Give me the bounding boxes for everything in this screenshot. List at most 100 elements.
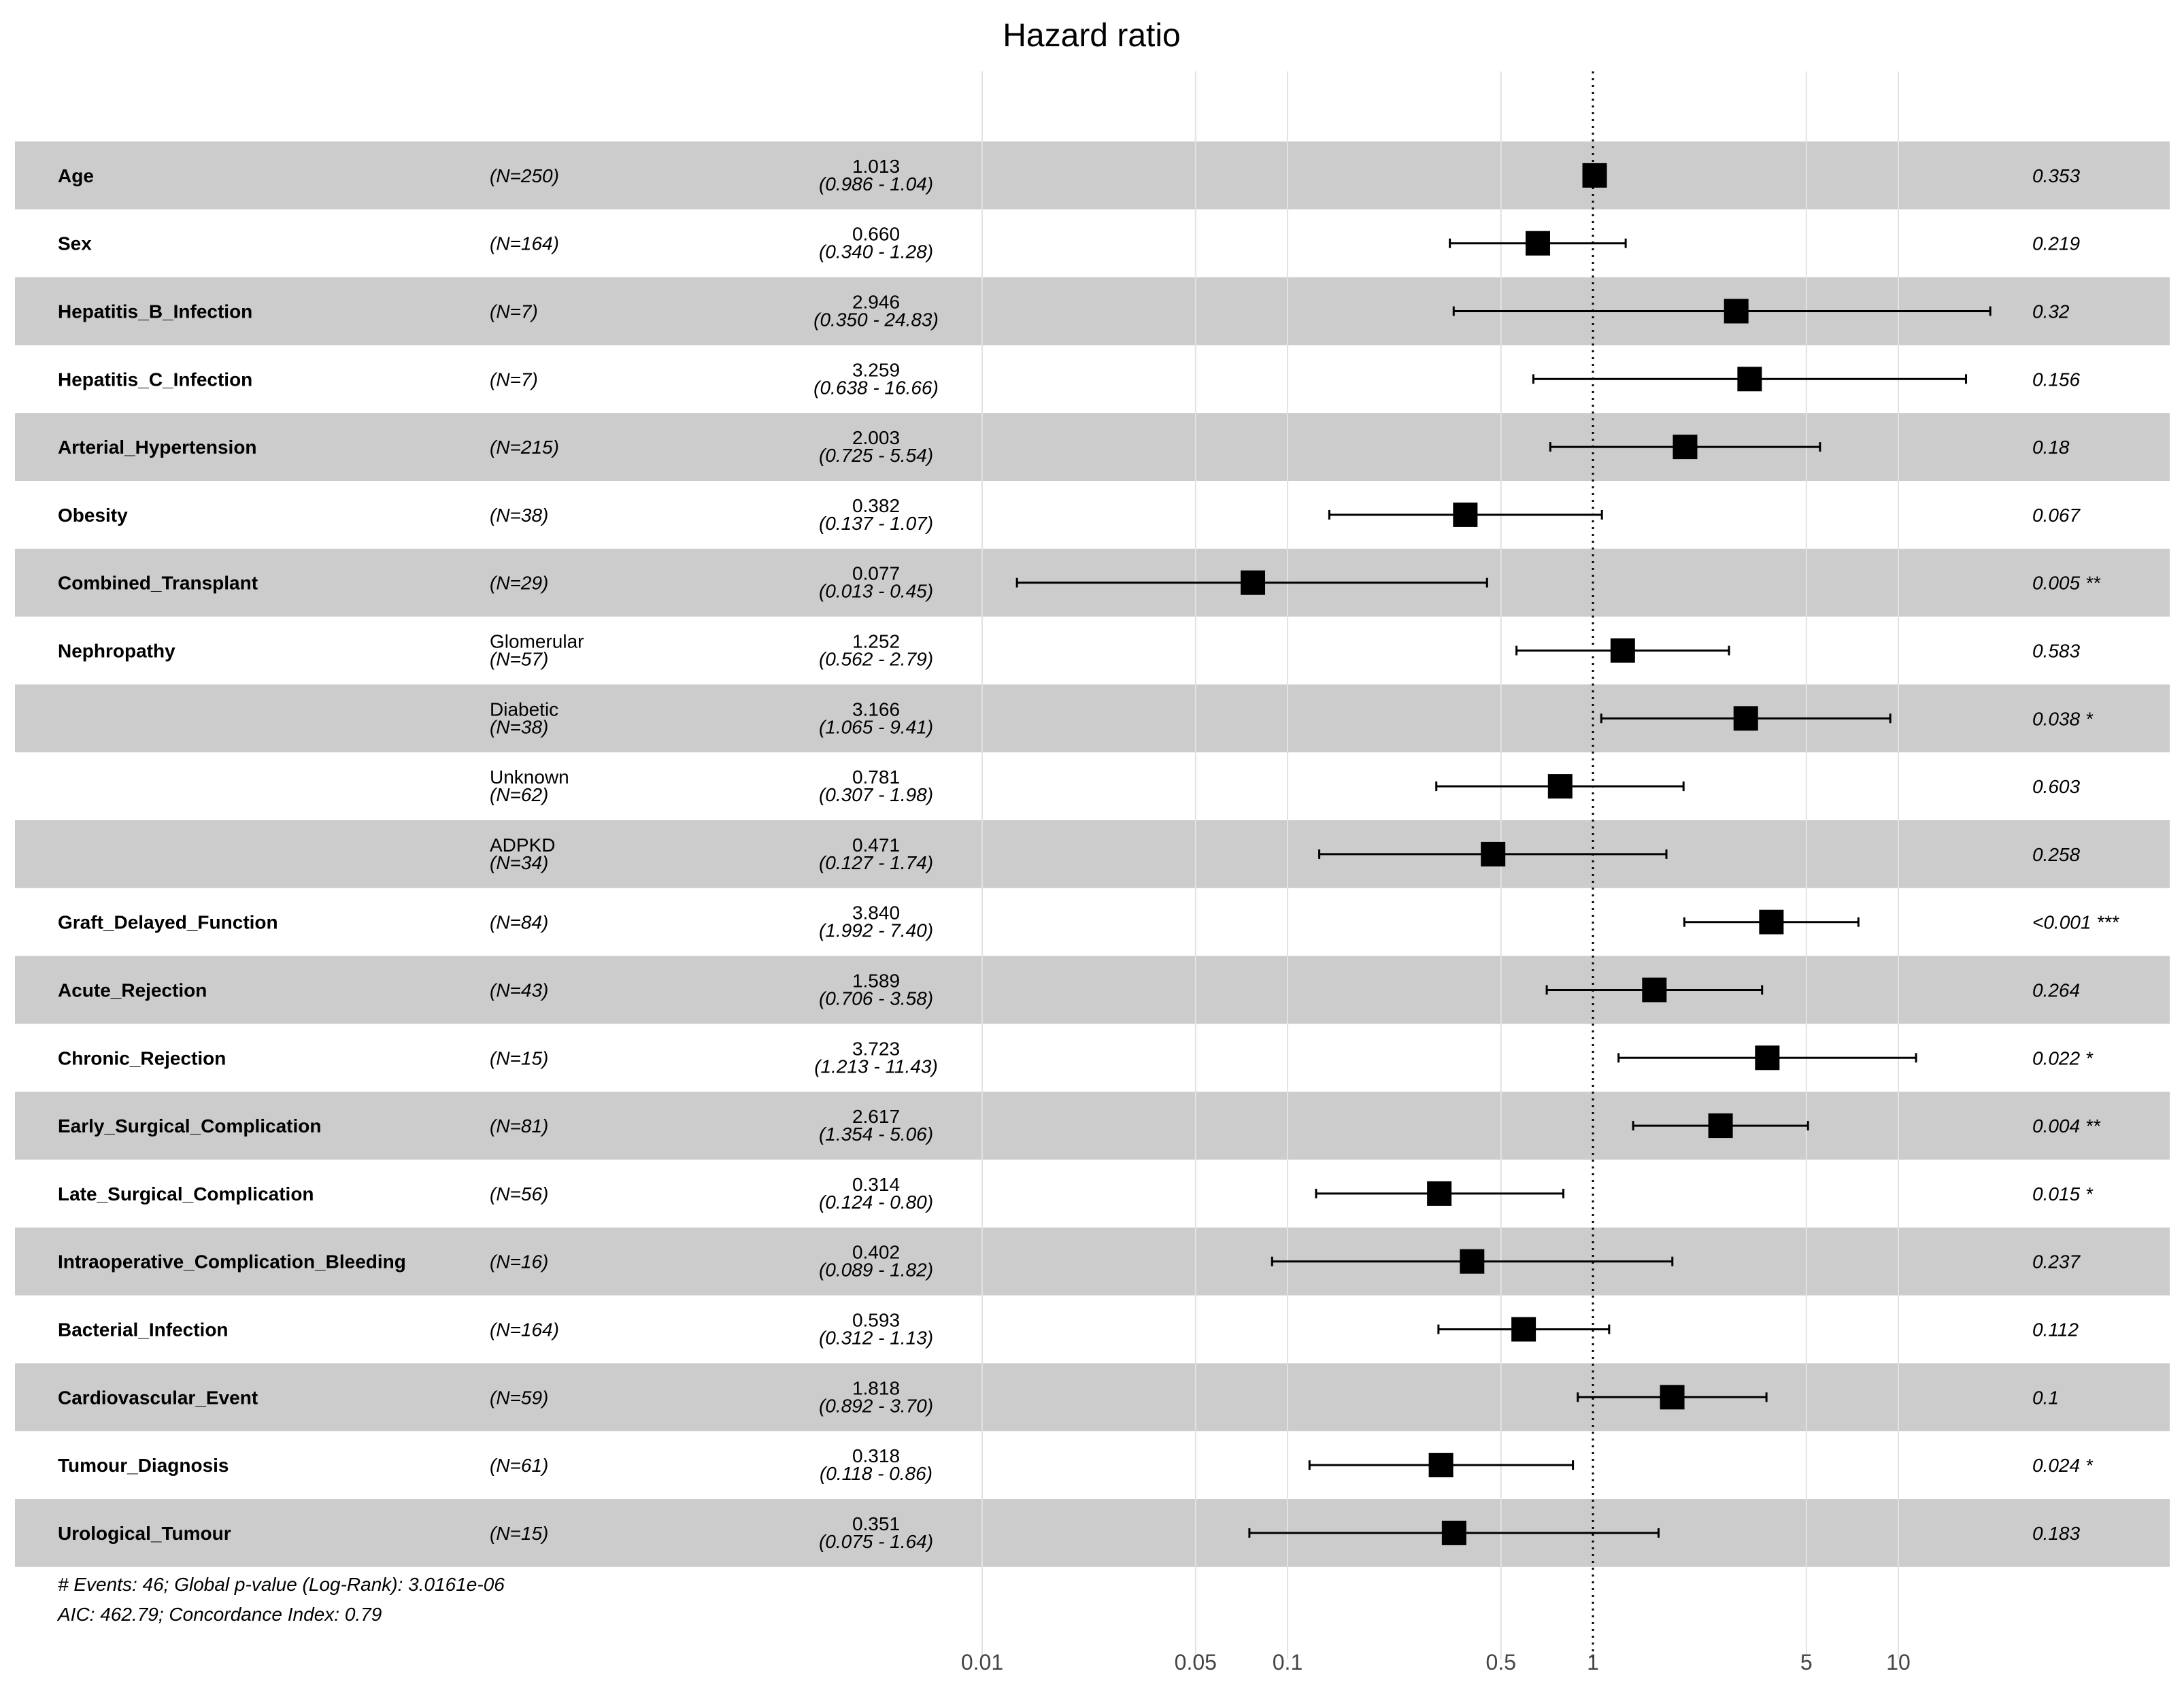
row-band (15, 1499, 2170, 1567)
table-row: Late_Surgical_Complication (N=56) 0.314(0.… (58, 1174, 2094, 1213)
p-value: 0.237 (2032, 1251, 2081, 1273)
table-row: Sex (N=164) 0.660(0.340 - 1.28) 0.219 (58, 224, 2080, 263)
table-row: Hepatitis_C_Infection (N=7) 3.259(0.638 - … (58, 359, 2080, 398)
p-value: 0.038 * (2032, 708, 2094, 729)
n-label: (N=43) (490, 980, 548, 1001)
ci-value: (0.350 - 24.83) (813, 309, 939, 331)
p-value: 0.353 (2032, 165, 2080, 186)
row-band (15, 413, 2170, 481)
table-row: Graft_Delayed_Function (N=84) 3.840(1.992 … (58, 903, 2119, 941)
ci-value: (1.213 - 11.43) (814, 1056, 938, 1077)
footnote-events: # Events: 46; Global p-value (Log-Rank):… (58, 1574, 505, 1595)
ci-value: (0.638 - 16.66) (813, 377, 939, 398)
ci-value: (1.065 - 9.41) (819, 716, 933, 737)
footnote-aic: AIC: 462.79; Concordance Index: 0.79 (56, 1604, 382, 1625)
variable-label: Obesity (58, 505, 128, 526)
level-label: Unknown (490, 767, 569, 788)
table-row: Diabetic(N=38) 3.166(1.065 - 9.41) 0.038 * (490, 698, 2094, 737)
variable-label: Cardiovascular_Event (58, 1387, 258, 1408)
row-band (15, 1227, 2170, 1296)
variable-label: Graft_Delayed_Function (58, 912, 278, 933)
ci-value: (0.892 - 3.70) (819, 1395, 933, 1416)
x-tick-label: 0.5 (1486, 1650, 1516, 1674)
hr-marker (1733, 706, 1758, 731)
n-label: (N=38) (490, 505, 548, 526)
n-label: (N=16) (490, 1251, 548, 1273)
p-value: 0.183 (2032, 1523, 2080, 1544)
hr-marker (1759, 909, 1784, 934)
hr-marker (1481, 841, 1506, 866)
p-value: 0.18 (2032, 437, 2070, 458)
n-label: (N=38) (490, 716, 548, 737)
table-row: Arterial_Hypertension (N=215) 2.003(0.725 … (58, 427, 2070, 466)
hr-value: 0.351 (852, 1513, 900, 1534)
hr-marker (1511, 1317, 1536, 1342)
hr-marker (1660, 1385, 1685, 1410)
table-row: Early_Surgical_Complication (N=81) 2.617(1… (58, 1106, 2101, 1145)
hr-value: 3.166 (852, 698, 900, 720)
hr-marker (1673, 435, 1698, 460)
n-label: (N=7) (490, 369, 538, 390)
hr-value: 0.402 (852, 1242, 900, 1263)
ci-value: (0.075 - 1.64) (819, 1531, 933, 1552)
x-tick-label: 0.1 (1273, 1650, 1303, 1674)
table-row: Obesity (N=38) 0.382(0.137 - 1.07) 0.067 (58, 495, 2081, 534)
hr-marker (1582, 163, 1607, 188)
table-row: Tumour_Diagnosis (N=61) 0.318(0.118 - 0.86… (58, 1445, 2094, 1484)
hr-value: 1.818 (852, 1377, 900, 1398)
ci-value: (0.124 - 0.80) (819, 1192, 933, 1213)
level-label: Glomerular (490, 631, 584, 652)
table-row: Urological_Tumour (N=15) 0.351(0.075 - 1.6… (58, 1513, 2080, 1552)
ci-value: (0.127 - 1.74) (819, 852, 933, 873)
row-band (15, 1363, 2170, 1432)
hr-value: 0.077 (852, 563, 900, 584)
p-value: <0.001 *** (2032, 912, 2119, 933)
p-value: 0.156 (2032, 369, 2080, 390)
x-tick-label: 10 (1886, 1650, 1911, 1674)
hr-value: 0.382 (852, 495, 900, 516)
table-row: Bacterial_Infection (N=164) 0.593(0.312 - … (58, 1310, 2079, 1349)
hr-marker (1642, 977, 1667, 1003)
p-value: 0.112 (2032, 1319, 2079, 1341)
hr-value: 0.318 (852, 1445, 900, 1466)
variable-label: Hepatitis_C_Infection (58, 369, 252, 390)
variable-label: Nephropathy (58, 641, 175, 662)
p-value: 0.603 (2032, 776, 2080, 797)
ci-value: (0.562 - 2.79) (819, 649, 933, 670)
x-tick-label: 5 (1800, 1650, 1813, 1674)
p-value: 0.004 ** (2032, 1115, 2101, 1136)
n-label: (N=215) (490, 437, 559, 458)
hr-value: 3.840 (852, 903, 900, 924)
p-value: 0.583 (2032, 641, 2080, 662)
hr-marker (1428, 1453, 1454, 1478)
n-label: (N=62) (490, 784, 548, 805)
n-label: (N=81) (490, 1115, 548, 1136)
ci-value: (0.089 - 1.82) (819, 1260, 933, 1281)
table-row: Chronic_Rejection (N=15) 3.723(1.213 - 11.… (58, 1038, 2094, 1077)
p-value: 0.015 * (2032, 1183, 2094, 1205)
p-value: 0.264 (2032, 980, 2080, 1001)
ci-value: (0.307 - 1.98) (819, 784, 933, 805)
n-label: (N=164) (490, 1319, 559, 1341)
p-value: 0.219 (2032, 233, 2080, 254)
hr-marker (1453, 502, 1478, 527)
p-value: 0.258 (2032, 844, 2080, 865)
n-label: (N=84) (490, 912, 548, 933)
hr-value: 2.946 (852, 292, 900, 313)
row-bands (15, 141, 2170, 1567)
hr-value: 0.593 (852, 1310, 900, 1331)
hr-marker (1755, 1045, 1780, 1071)
hr-value: 1.589 (852, 971, 900, 992)
table-row: Hepatitis_B_Infection (N=7) 2.946(0.350 - … (58, 292, 2070, 331)
n-label: (N=15) (490, 1047, 548, 1068)
n-label: (N=57) (490, 649, 548, 670)
variable-label: Age (58, 165, 94, 186)
variable-label: Bacterial_Infection (58, 1319, 229, 1341)
ci-value: (0.118 - 0.86) (820, 1463, 933, 1484)
n-label: (N=59) (490, 1387, 548, 1408)
p-value: 0.1 (2032, 1387, 2059, 1408)
hr-value: 3.259 (852, 359, 900, 380)
variable-label: Late_Surgical_Complication (58, 1183, 314, 1205)
p-value: 0.005 ** (2032, 573, 2101, 594)
rows: Age (N=250) 1.013(0.986 - 1.04) 0.353 Sex (N=… (58, 156, 2119, 1552)
